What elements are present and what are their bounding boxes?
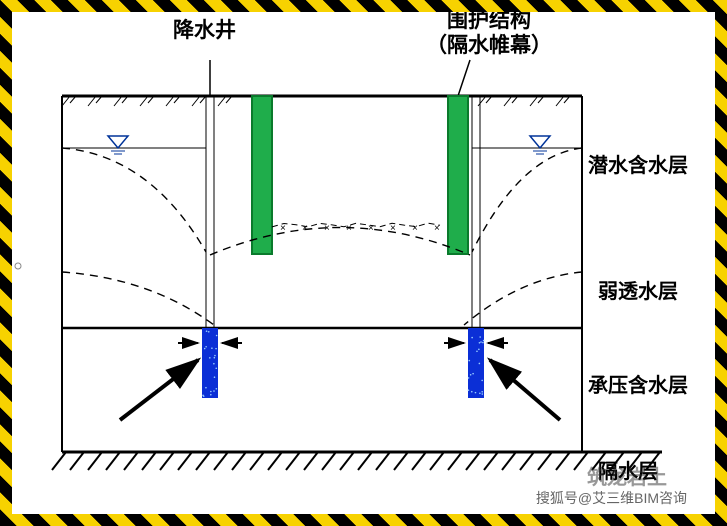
label-well: 降水井	[173, 18, 236, 43]
svg-text:×: ×	[434, 223, 440, 234]
label-phreatic: 潜水含水层	[588, 154, 688, 178]
label-aquitard: 弱透水层	[598, 280, 678, 304]
svg-text:×: ×	[302, 223, 308, 234]
svg-text:×: ×	[412, 223, 418, 234]
watermark: 搜狐号@艾三维BIM咨询	[536, 488, 687, 508]
label-confined: 承压含水层	[588, 374, 688, 398]
svg-text:×: ×	[346, 223, 352, 234]
logo-text: 筑龙岩土	[587, 461, 667, 490]
svg-text:×: ×	[368, 223, 374, 234]
label-enclosure: 围护结构 （隔水帷幕）	[426, 8, 552, 58]
cross-section-diagram: ××××××××	[0, 0, 727, 526]
